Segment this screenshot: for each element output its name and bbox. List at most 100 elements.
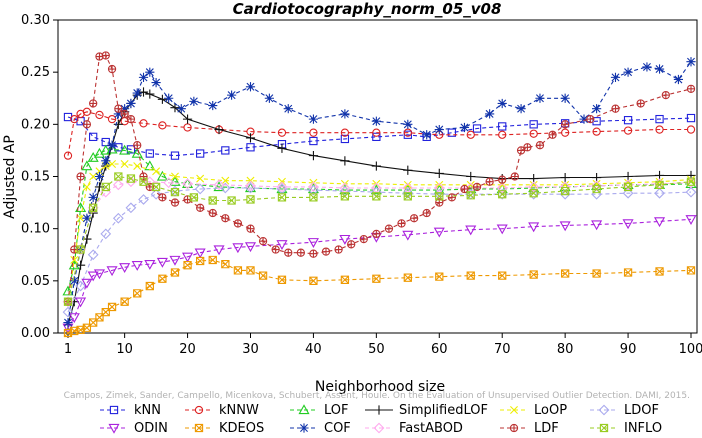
point-knn-13 [340, 134, 350, 144]
x-tick-label-90: 90 [620, 342, 637, 357]
point-inflo-2 [89, 203, 98, 212]
point-cof-17 [189, 96, 199, 106]
point-inflo-6 [139, 177, 148, 186]
point-knn-17 [447, 128, 457, 137]
point-ldf-22 [258, 237, 268, 246]
point-kdeos-14 [196, 256, 205, 266]
series-line-kdeos [67, 259, 692, 334]
point-odin-29 [653, 217, 666, 228]
point-ldf-10 [126, 114, 136, 124]
point-inflo-16 [372, 192, 381, 201]
point-ldf-18 [208, 208, 217, 218]
point-inflo-23 [592, 184, 601, 194]
point-simplifiedlof-20 [308, 151, 319, 161]
x-tick-label-50: 50 [368, 342, 385, 357]
point-knnw-15 [372, 128, 381, 137]
point-kdeos-17 [233, 266, 243, 275]
point-ldf-50 [636, 99, 645, 108]
legend-item-ldf: LDF [500, 421, 559, 436]
point-knnw-7 [139, 119, 148, 128]
legend-marker-odin [108, 423, 120, 434]
point-ldf-2 [76, 172, 85, 181]
point-inflo-5 [126, 174, 136, 183]
x-tick-label-40: 40 [305, 342, 322, 357]
point-ldf-4 [89, 99, 98, 108]
point-cof-8 [113, 109, 123, 119]
point-odin-27 [591, 220, 603, 231]
point-ldof-5 [125, 202, 137, 214]
series-line-ldof [67, 187, 692, 313]
point-cof-16 [176, 104, 186, 114]
point-inflo-13 [277, 193, 287, 202]
x-tick-label-60: 60 [431, 342, 448, 357]
point-kdeos-20 [277, 275, 287, 284]
point-ldf-51 [661, 90, 670, 100]
point-cof-37 [610, 72, 621, 82]
point-inflo-14 [309, 193, 318, 202]
point-knn-7 [170, 151, 180, 160]
point-odin-11 [169, 255, 181, 266]
point-cof-25 [371, 116, 381, 126]
point-ldf-23 [271, 245, 280, 254]
point-knn-8 [196, 149, 205, 158]
point-odin-16 [244, 242, 257, 253]
point-odin-8 [131, 261, 143, 271]
point-knnw-4 [95, 110, 104, 120]
point-cof-29 [459, 122, 470, 133]
series-line-odin [67, 218, 692, 329]
legend-label-knn: kNN [134, 403, 161, 418]
point-lof-8 [119, 144, 131, 155]
point-loop-4 [89, 172, 98, 181]
point-kdeos-9 [133, 289, 142, 298]
point-ldf-40 [485, 177, 494, 186]
point-knn-9 [221, 146, 230, 155]
point-kdeos-32 [655, 267, 664, 276]
point-knnw-20 [529, 129, 538, 138]
point-inflo-10 [208, 196, 217, 205]
point-fastabod-7 [163, 177, 175, 189]
point-kdeos-26 [466, 271, 475, 280]
point-knnw-13 [309, 128, 318, 137]
point-loop-28 [687, 175, 695, 184]
point-cof-28 [434, 124, 444, 135]
point-ldf-39 [472, 182, 482, 192]
point-knn-24 [655, 114, 664, 124]
point-ldf-48 [586, 114, 595, 124]
chart-title: Cardiotocography_norm_05_v08 [233, 0, 502, 18]
series-knn [63, 112, 696, 160]
point-kdeos-29 [560, 269, 570, 278]
point-odin-9 [144, 259, 156, 270]
point-odin-24 [496, 224, 508, 235]
point-odin-23 [465, 225, 477, 236]
point-ldf-34 [409, 214, 419, 223]
legend-item-fastabod: FastABOD [365, 421, 463, 436]
point-kdeos-11 [158, 274, 167, 283]
watermark: Campos, Zimek, Sander, Campello, Micenko… [64, 391, 690, 401]
point-loop-20 [435, 180, 444, 189]
point-ldof-23 [622, 187, 634, 199]
point-kdeos-21 [309, 276, 318, 285]
point-ldf-27 [321, 247, 331, 256]
point-cof-33 [535, 93, 545, 103]
legend-label-knnw: kNNW [219, 403, 259, 418]
point-cof-40 [654, 64, 665, 74]
point-ldf-42 [510, 172, 519, 181]
legend-item-ldof: LDOF [590, 403, 659, 418]
point-knnw-0 [63, 151, 73, 160]
point-cof-7 [107, 140, 117, 150]
point-knnw-14 [340, 128, 350, 137]
point-odin-25 [528, 222, 540, 233]
point-inflo-12 [246, 195, 255, 204]
point-knnw-12 [277, 128, 287, 137]
point-odin-19 [339, 234, 351, 245]
point-knn-12 [309, 136, 318, 146]
point-cof-19 [227, 90, 237, 100]
point-ldf-38 [460, 184, 469, 194]
point-ldof-0 [62, 306, 74, 318]
legend-marker-ldof [598, 404, 610, 416]
point-cof-5 [94, 171, 105, 182]
point-odin-14 [213, 245, 225, 256]
point-knnw-19 [498, 130, 507, 139]
point-simplifiedlof-21 [340, 156, 350, 166]
point-knnw-8 [158, 121, 167, 130]
